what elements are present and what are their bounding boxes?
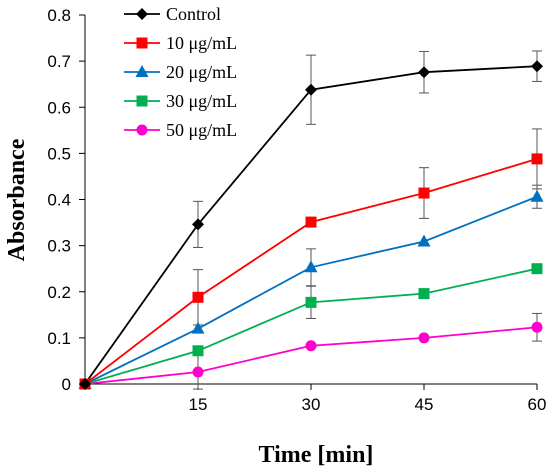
data-point-20-g-ml — [417, 234, 431, 247]
y-tick-label: 0.3 — [47, 237, 71, 256]
legend-label-control: Control — [166, 4, 221, 24]
legend-label-30-g-ml: 30 μg/mL — [166, 91, 237, 111]
data-point-20-g-ml — [304, 260, 318, 273]
legend-marker-10-g-ml — [136, 37, 148, 49]
legend-marker-20-g-ml — [135, 65, 149, 77]
y-tick-label: 0.4 — [47, 191, 71, 210]
legend: Control 10 μg/mL 20 μg/mL 30 μg/mL 50 μg/mL — [124, 4, 237, 140]
data-point-control — [79, 378, 91, 390]
y-tick-label: 0.2 — [47, 283, 71, 302]
data-point-50-g-ml — [305, 340, 317, 352]
data-point-control — [418, 66, 430, 79]
x-tick-label: 45 — [415, 395, 434, 414]
data-point-30-g-ml — [531, 263, 543, 275]
data-point-30-g-ml — [305, 296, 317, 308]
legend-label-20-g-ml: 20 μg/mL — [166, 62, 237, 82]
y-tick-label: 0.1 — [47, 329, 71, 348]
y-tick-label: 0 — [62, 375, 71, 394]
data-point-10-g-ml — [192, 291, 204, 303]
data-point-20-g-ml — [191, 321, 205, 334]
y-tick-label: 0.5 — [47, 144, 71, 163]
data-point-10-g-ml — [531, 153, 543, 165]
data-point-10-g-ml — [418, 187, 430, 199]
data-point-50-g-ml — [418, 332, 430, 344]
legend-label-10-g-ml: 10 μg/mL — [166, 33, 237, 53]
data-point-control — [192, 218, 204, 231]
data-point-20-g-ml — [530, 189, 544, 202]
y-axis-title: Absorbance — [4, 138, 30, 261]
x-axis-ticks: 15 30 45 60 — [189, 384, 547, 414]
data-point-10-g-ml — [305, 216, 317, 228]
x-tick-label: 60 — [528, 395, 547, 414]
y-tick-label: 0.8 — [47, 6, 71, 25]
x-tick-label: 15 — [189, 395, 208, 414]
data-point-control — [531, 60, 543, 73]
data-point-30-g-ml — [418, 288, 430, 300]
legend-marker-30-g-ml — [136, 95, 148, 107]
plot-area: 0 0.1 0.2 0.3 0.4 0.5 0.6 0.7 0.8 15 30 45 60 — [47, 6, 546, 414]
legend-marker-50-g-ml — [136, 124, 148, 136]
series-markers — [78, 60, 544, 390]
data-point-30-g-ml — [192, 345, 204, 357]
y-tick-label: 0.6 — [47, 98, 71, 117]
data-point-50-g-ml — [192, 366, 204, 378]
y-tick-label: 0.7 — [47, 52, 71, 71]
data-point-control — [305, 83, 317, 96]
series-line-50-g-ml — [84, 326, 538, 385]
legend-label-50-g-ml: 50 μg/mL — [166, 120, 237, 140]
y-axis-ticks: 0 0.1 0.2 0.3 0.4 0.5 0.6 0.7 0.8 — [47, 6, 85, 394]
x-tick-label: 30 — [302, 395, 321, 414]
data-point-50-g-ml — [531, 321, 543, 333]
x-axis-title: Time [min] — [259, 442, 374, 468]
legend-marker-control — [136, 8, 148, 20]
